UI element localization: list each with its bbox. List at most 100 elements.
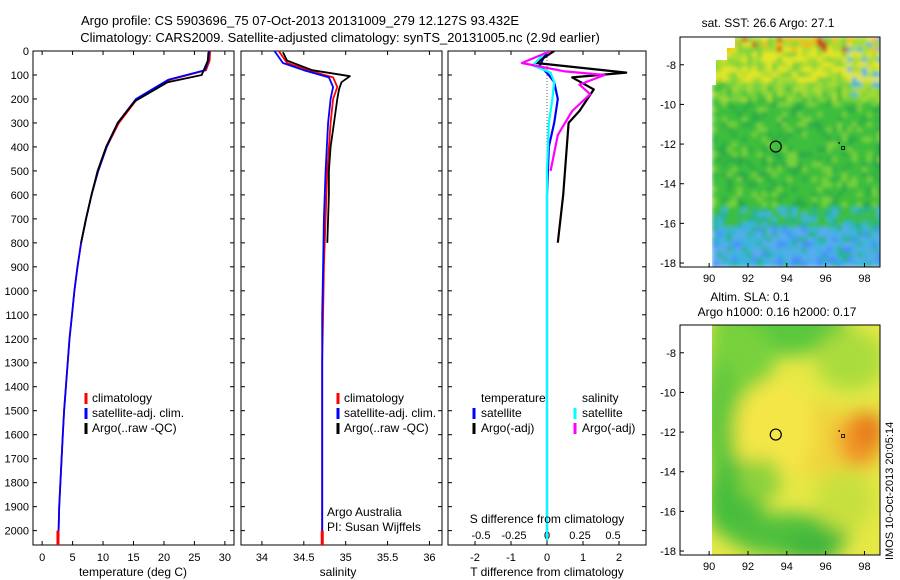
sst-pixel [762,62,768,68]
sst-pixel [747,247,753,253]
sst-pixel [717,117,723,123]
sst-pixel [812,67,818,73]
sst-pixel [747,47,753,53]
sst-pixel [857,227,863,233]
sst-pixel [782,187,788,193]
sst-pixel [817,222,823,228]
sst-pixel [757,207,763,213]
sst-pixel [827,47,833,53]
sst-pixel [862,97,868,103]
sst-pixel [802,142,808,148]
sst-pixel [787,67,793,73]
sst-pixel [797,202,803,208]
sst-pixel [767,182,773,188]
sst-pixel [822,77,828,83]
sst-pixel [712,102,718,108]
sst-pixel [842,177,848,183]
sst-pixel [762,212,768,218]
sst-pixel [837,72,843,78]
sst-pixel [832,157,838,163]
sst-pixel [772,137,778,143]
sst-pixel [712,222,718,228]
sst-pixel [852,257,858,263]
sst-pixel [712,177,718,183]
sst-pixel [782,152,788,158]
sst-pixel [802,247,808,253]
sst-map-pixels [712,37,880,267]
sst-pixel [757,182,763,188]
sst-pixel [777,167,783,173]
sst-pixel [847,102,853,108]
sst-pixel [722,82,728,88]
sst-pixel [722,262,728,267]
sst-pixel [797,217,803,223]
sst-pixel [782,167,788,173]
sst-pixel [717,137,723,143]
sst-pixel [812,127,818,133]
sla-ytick-label: -10 [660,387,676,399]
sst-pixel [747,42,753,48]
sst-pixel [762,72,768,78]
sst-pixel [812,112,818,118]
sst-pixel [832,107,838,113]
sst-pixel [767,127,773,133]
sst-pixel [737,262,743,267]
sst-pixel [772,97,778,103]
sst-pixel [792,77,798,83]
sst-pixel [792,137,798,143]
sst-pixel [877,42,880,48]
sst-pixel [737,232,743,238]
salinity-y-axis [241,50,442,532]
sst-pixel [767,227,773,233]
sst-pixel [727,167,733,173]
sst-pixel [712,262,718,267]
sst-pixel [762,152,768,158]
sst-pixel [732,77,738,83]
sst-pixel [807,217,813,223]
sst-pixel [857,167,863,173]
sst-pixel [767,152,773,158]
sst-pixel [712,97,718,103]
sst-pixel [727,217,733,223]
sst-pixel [832,37,838,43]
sst-pixel [867,47,873,53]
sst-pixel [812,157,818,163]
sst-pixel [772,92,778,98]
sst-pixel [877,57,880,63]
sst-pixel [737,222,743,228]
sst-pixel [752,132,758,138]
sst-pixel [807,177,813,183]
sla-map-axes: 90 92 94 96 98-8-10-12-14-16-18 [660,348,870,573]
sst-pixel [772,192,778,198]
sst-pixel [807,117,813,123]
sst-pixel [752,232,758,238]
sst-pixel [742,112,748,118]
sst-pixel [872,102,878,108]
sst-pixel [842,37,848,43]
sst-pixel [852,67,858,73]
sst-pixel [717,247,723,253]
sla-ytick-label: -8 [666,348,676,360]
sst-pixel [832,42,838,48]
sst-pixel [797,142,803,148]
sst-pixel [872,67,878,73]
sst-pixel [787,222,793,228]
sst-pixel [797,47,803,53]
sst-pixel [777,117,783,123]
sst-pixel [797,107,803,113]
sst-pixel [717,122,723,128]
sst-pixel [732,232,738,238]
sst-pixel [837,117,843,123]
temperature-panel: 0100200300400500600700800900100011001200… [5,46,235,579]
sst-pixel [787,42,793,48]
sst-pixel [857,42,863,48]
sst-pixel [792,247,798,253]
difference-legend-s-argo: Argo(-adj) [582,421,635,435]
sst-pixel [847,87,853,93]
sst-pixel [712,232,718,238]
diff-s-tick-label: 0.5 [605,530,620,542]
sst-pixel [867,62,873,68]
sst-pixel [847,127,853,133]
sst-pixel [812,252,818,258]
sst-pixel [827,147,833,153]
